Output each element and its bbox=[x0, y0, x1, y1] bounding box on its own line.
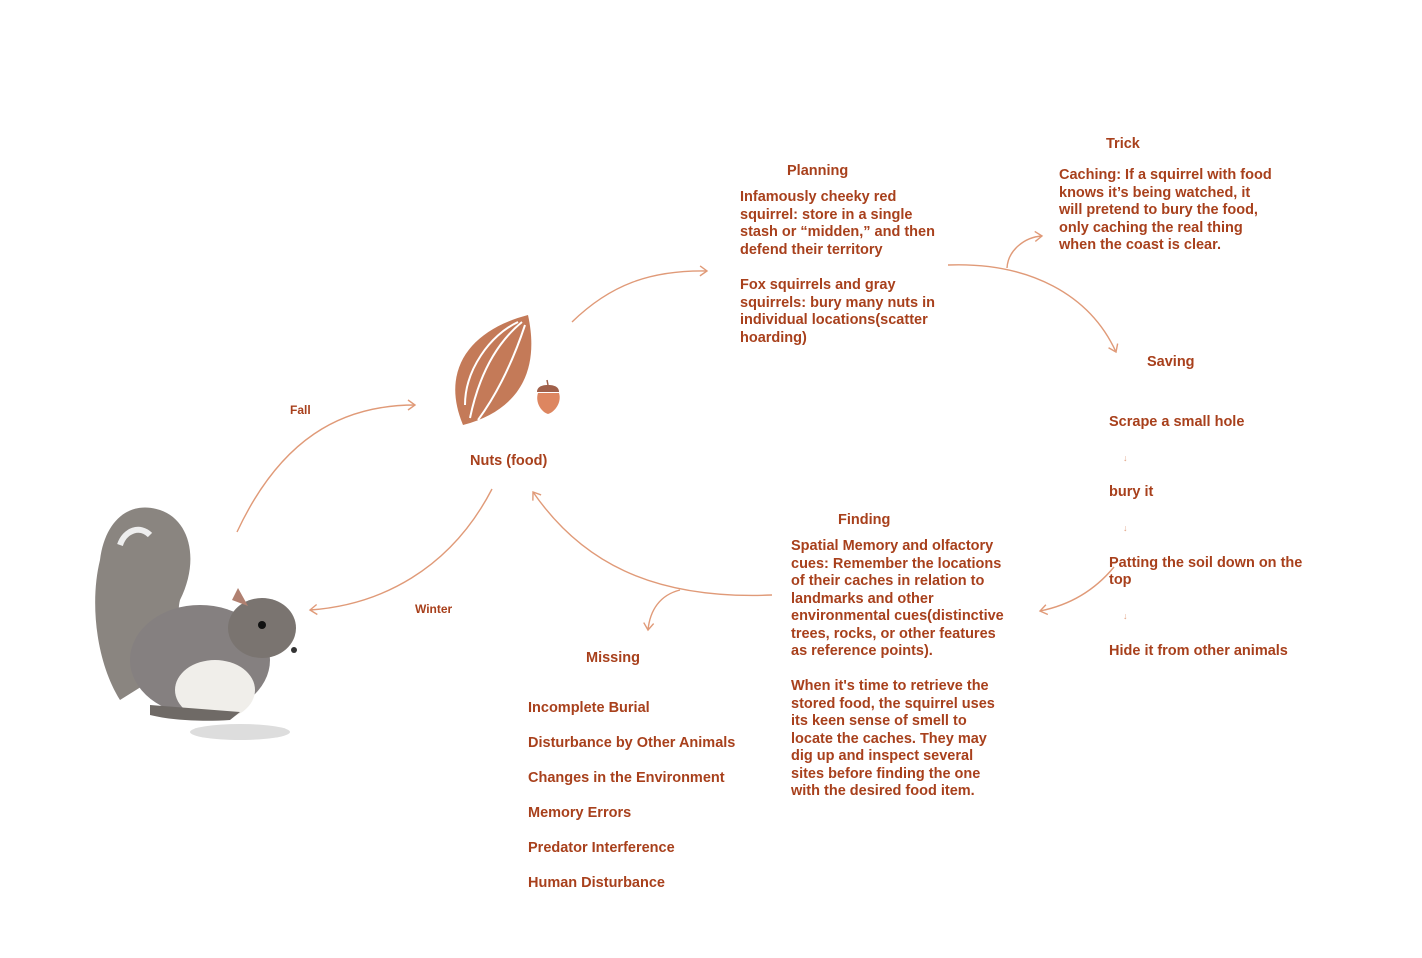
edge-label-fall: Fall bbox=[290, 403, 311, 417]
planning-title: Planning bbox=[787, 163, 849, 179]
saving-title: Saving bbox=[1147, 354, 1195, 370]
down-arrow-icon: ↓ bbox=[1123, 611, 1128, 621]
arrow-to-planning bbox=[571, 265, 709, 323]
arrow-planning-to-saving bbox=[947, 264, 1119, 354]
arrow-fall bbox=[236, 399, 417, 533]
saving-step: Scrape a small hole bbox=[1109, 413, 1245, 430]
center-label: Nuts (food) bbox=[470, 453, 548, 469]
missing-title: Missing bbox=[586, 650, 640, 666]
finding-title: Finding bbox=[838, 512, 891, 528]
arrow-to-trick bbox=[1006, 230, 1044, 269]
nut-icon bbox=[455, 315, 532, 425]
arrow-to-missing bbox=[643, 589, 681, 632]
trick-title: Trick bbox=[1106, 136, 1140, 152]
saving-step: bury it bbox=[1109, 484, 1154, 500]
edge-label-winter: Winter bbox=[415, 602, 453, 616]
planning-text-1: Infamously cheeky red squirrel: store in… bbox=[740, 189, 935, 258]
missing-item: Incomplete Burial bbox=[528, 699, 650, 716]
down-arrow-icon: ↓ bbox=[1123, 523, 1128, 533]
missing-item: Changes in the Environment bbox=[528, 769, 725, 786]
arrow-saving-to-finding bbox=[1038, 566, 1115, 616]
arrow-winter bbox=[308, 488, 493, 616]
saving-step: Hide it from other animals bbox=[1109, 642, 1288, 659]
acorn-icon bbox=[537, 379, 560, 414]
squirrel-image bbox=[95, 507, 297, 740]
missing-item: Human Disturbance bbox=[528, 874, 665, 891]
finding-text-1: Spatial Memory and olfactory cues: Remem… bbox=[791, 538, 1004, 659]
saving-steps: Scrape a small hole ↓ bury it ↓ Patting … bbox=[1109, 396, 1302, 678]
planning-text-2: Fox squirrels and gray squirrels: bury m… bbox=[740, 277, 935, 346]
missing-item: Predator Interference bbox=[528, 839, 675, 856]
down-arrow-icon: ↓ bbox=[1123, 452, 1128, 463]
missing-item: Memory Errors bbox=[528, 804, 632, 821]
finding-text-2: When it's time to retrieve the stored fo… bbox=[791, 678, 995, 799]
saving-step: Patting the soil down on the top bbox=[1109, 554, 1303, 589]
missing-list: Incomplete Burial Disturbance by Other A… bbox=[528, 682, 735, 910]
missing-item: Disturbance by Other Animals bbox=[528, 734, 736, 751]
arrow-finding-to-nuts bbox=[532, 491, 773, 597]
trick-text: Caching: If a squirrel with food knows i… bbox=[1059, 167, 1272, 253]
